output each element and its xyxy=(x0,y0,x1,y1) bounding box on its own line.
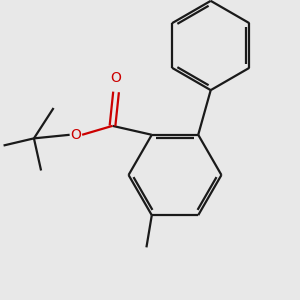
Text: O: O xyxy=(70,128,81,142)
Text: O: O xyxy=(111,71,122,85)
